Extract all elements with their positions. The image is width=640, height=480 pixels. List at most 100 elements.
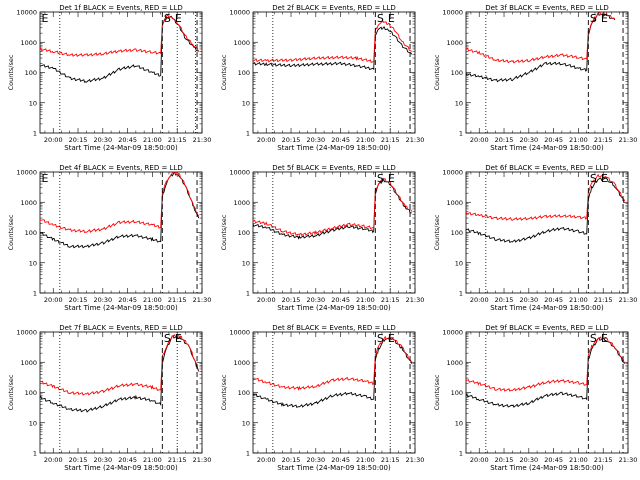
marker-letter: E (42, 12, 49, 25)
y-axis-label: Counts/sec (220, 214, 228, 250)
x-axis-label: Start Time (24-Mar-09 18:50:00) (64, 464, 178, 472)
series-events (40, 335, 200, 413)
x-tick-label: 20:00 (257, 136, 276, 144)
series-lld (466, 12, 616, 64)
series-lld (40, 14, 199, 57)
marker-letter: S (164, 12, 171, 25)
panel-7: Det 7f BLACK = Events, RED = LLD 1 10 100 10… (7, 324, 211, 472)
marker-letter: E (601, 12, 608, 25)
x-tick-label: 20:30 (306, 136, 325, 144)
x-tick-label: 21:15 (168, 136, 187, 144)
series-lld (40, 172, 200, 234)
y-tick-label: 10 (455, 99, 463, 107)
x-tick-label: 21:00 (569, 456, 588, 464)
series-events (40, 15, 199, 83)
x-axis-label: Start Time (24-Mar-09 18:50:00) (490, 464, 604, 472)
plot-frame (252, 171, 416, 294)
plot-frame (465, 331, 629, 454)
y-tick-label: 100 (238, 69, 250, 77)
panel-5: Det 5f BLACK = Events, RED = LLD 1 10 100 10… (220, 164, 424, 312)
x-tick-label: 21:15 (594, 296, 613, 304)
y-tick-label: 1000 (233, 39, 250, 47)
marker-letter: S (590, 12, 597, 25)
x-tick-label: 20:30 (519, 456, 538, 464)
plot-frame (252, 331, 416, 454)
x-tick-label: 20:15 (282, 456, 301, 464)
x-axis-label: Start Time (24-Mar-09 18:50:00) (490, 144, 604, 152)
marker-letter: E (388, 12, 395, 25)
x-tick-label: 20:30 (93, 456, 112, 464)
y-tick-label: 100 (451, 389, 463, 397)
x-tick-label: 20:00 (257, 296, 276, 304)
x-tick-label: 20:15 (69, 456, 88, 464)
y-tick-label: 1 (246, 130, 250, 138)
x-tick-label: 20:45 (118, 136, 137, 144)
x-tick-label: 21:30 (193, 136, 212, 144)
x-tick-label: 20:00 (44, 456, 63, 464)
x-tick-label: 20:45 (544, 136, 563, 144)
series-lld (466, 336, 625, 392)
y-tick-label: 10000 (229, 9, 250, 17)
y-tick-label: 1000 (446, 39, 463, 47)
x-tick-label: 20:00 (470, 456, 489, 464)
y-axis-label: Counts/sec (7, 54, 15, 90)
x-tick-label: 21:15 (168, 296, 187, 304)
marker-letter: S (377, 12, 384, 25)
x-tick-label: 21:00 (143, 296, 162, 304)
y-tick-label: 100 (451, 69, 463, 77)
panel-8: Det 8f BLACK = Events, RED = LLD 1 10 100 10… (220, 324, 424, 472)
series-lld (40, 334, 200, 396)
x-tick-label: 20:30 (519, 136, 538, 144)
x-tick-label: 20:30 (519, 296, 538, 304)
y-tick-label: 1000 (446, 199, 463, 207)
x-axis-label: Start Time (24-Mar-09 18:50:00) (64, 144, 178, 152)
y-tick-label: 10000 (229, 329, 250, 337)
x-tick-label: 21:15 (594, 456, 613, 464)
x-tick-label: 20:45 (544, 296, 563, 304)
panel-title: Det 5f BLACK = Events, RED = LLD (272, 164, 395, 172)
marker-letter: E (42, 172, 49, 185)
y-tick-label: 10 (242, 259, 250, 267)
series-lld (466, 173, 626, 221)
y-tick-label: 1 (459, 450, 463, 458)
x-tick-label: 20:30 (93, 296, 112, 304)
x-tick-label: 20:00 (470, 136, 489, 144)
x-tick-label: 21:00 (356, 296, 375, 304)
x-tick-label: 21:30 (619, 296, 638, 304)
x-axis-label: Start Time (24-Mar-09 18:50:00) (64, 304, 178, 312)
series-lld (253, 335, 413, 391)
y-tick-label: 10 (455, 259, 463, 267)
x-tick-label: 21:30 (193, 296, 212, 304)
x-tick-label: 20:30 (306, 296, 325, 304)
y-axis-label: Counts/sec (220, 374, 228, 410)
x-axis-label: Start Time (24-Mar-09 18:50:00) (277, 464, 391, 472)
panel-title: Det 4f BLACK = Events, RED = LLD (59, 164, 182, 172)
plot-frame (252, 11, 416, 134)
y-tick-label: 10 (242, 419, 250, 427)
x-axis-label: Start Time (24-Mar-09 18:50:00) (277, 144, 391, 152)
y-tick-label: 100 (25, 389, 37, 397)
marker-letter: S (377, 332, 384, 345)
marker-letter: E (388, 172, 395, 185)
y-tick-label: 10 (29, 259, 37, 267)
marker-letter: S (590, 172, 597, 185)
y-tick-label: 10 (29, 419, 37, 427)
x-tick-label: 20:45 (118, 296, 137, 304)
y-axis-label: Counts/sec (220, 54, 228, 90)
y-tick-label: 100 (25, 69, 37, 77)
series-events (466, 177, 625, 244)
marker-letter: S (590, 332, 597, 345)
y-axis-label: Counts/sec (7, 374, 15, 410)
y-tick-label: 100 (25, 229, 37, 237)
panel-9: Det 9f BLACK = Events, RED = LLD 1 10 100 10… (433, 324, 637, 472)
series-events (253, 26, 413, 71)
plot-frame (465, 171, 629, 294)
y-tick-label: 1 (33, 290, 37, 298)
x-tick-label: 20:00 (257, 456, 276, 464)
panel-title: Det 3f BLACK = Events, RED = LLD (485, 4, 608, 12)
x-tick-label: 21:30 (406, 456, 425, 464)
x-tick-label: 20:15 (69, 296, 88, 304)
x-tick-label: 21:00 (569, 296, 588, 304)
x-tick-label: 20:00 (44, 296, 63, 304)
y-tick-label: 1000 (233, 359, 250, 367)
